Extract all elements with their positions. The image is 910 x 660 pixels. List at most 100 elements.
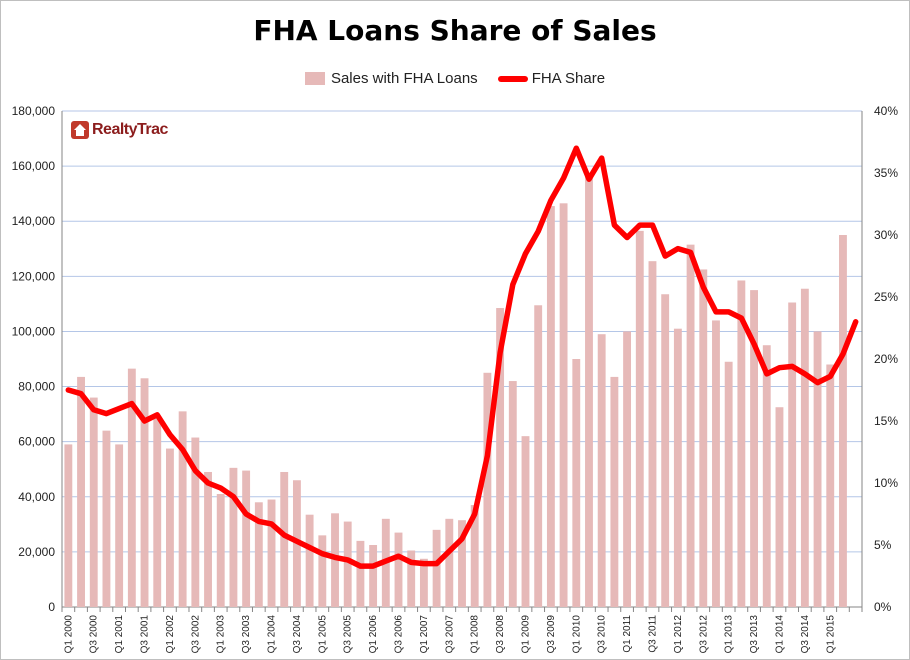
x-tick-label: Q1 2003 [216,615,227,654]
bar [572,359,581,607]
legend-item-line: FHA Share [497,70,606,87]
bar [204,471,212,607]
bar [813,331,822,607]
bar [166,448,174,607]
bar [686,244,695,607]
y-tick-label: 160,000 [12,159,56,173]
bar [597,334,606,607]
bar [712,320,720,607]
bar [559,203,568,608]
bar [534,305,543,607]
x-tick-label: Q3 2000 [89,615,100,654]
y2-tick-label: 5% [874,538,892,552]
legend-label-line: FHA Share [531,70,606,87]
bar [458,520,466,607]
y-tick-label: 60,000 [18,435,55,449]
x-tick-label: Q1 2013 [724,615,735,654]
bar [254,502,263,607]
bar [89,397,98,607]
y2-tick-label: 0% [874,600,892,614]
bar [356,540,365,607]
x-tick-label: Q3 2005 [343,615,354,654]
logo-text: RealtyTrac [92,121,168,138]
bar [216,494,225,607]
y-tick-label: 80,000 [18,380,55,394]
realtytrac-logo: RealtyTrac [71,121,168,139]
x-tick-label: Q1 2001 [114,615,125,654]
chart-title: FHA Loans Share of Sales [253,14,657,47]
bar [407,550,416,607]
bar [115,444,124,607]
bar [127,368,136,607]
bar [432,529,441,607]
x-tick-label: Q3 2002 [190,615,201,654]
y2-tick-label: 10% [874,476,898,490]
bar [623,331,632,607]
legend-swatch-line [497,75,528,82]
x-tick-label: Q3 2003 [241,615,252,654]
x-tick-label: Q3 2014 [800,615,811,654]
bar [483,372,492,607]
y2-tick-label: 15% [874,414,898,428]
bar [788,302,797,607]
y2-tick-label: 35% [874,166,898,180]
bar [470,505,479,607]
x-tick-label: Q1 2007 [419,615,430,654]
y-tick-label: 180,000 [12,104,56,118]
x-tick-label: Q3 2012 [698,615,709,654]
bar [724,361,733,607]
legend-swatch-bars [304,72,325,85]
x-tick-label: Q1 2015 [825,615,836,654]
bar [610,376,619,607]
bar [229,467,238,607]
x-tick-label: Q1 2002 [165,615,176,654]
bar [635,230,644,607]
x-tick-label: Q3 2013 [749,615,760,654]
bar [648,261,657,607]
y2-tick-label: 20% [874,352,898,366]
bar [153,416,162,607]
bar [343,521,352,607]
y2-tick-label: 30% [874,228,898,242]
bar [750,290,758,607]
x-tick-label: Q1 2000 [63,615,74,654]
x-tick-label: Q3 2008 [495,615,506,654]
legend-label-bars: Sales with FHA Loans [330,70,478,87]
x-tick-label: Q1 2005 [317,615,328,654]
bar [64,444,73,607]
y-tick-label: 0 [48,600,55,614]
bar [280,471,289,607]
x-tick-label: Q1 2012 [673,615,684,654]
y2-tick-label: 25% [874,290,898,304]
bar [77,376,85,607]
y-tick-label: 100,000 [12,324,56,338]
house-icon [71,121,89,139]
y2-tick-label: 40% [874,104,898,118]
bar [508,381,517,607]
bar [826,364,835,607]
bar [140,378,149,607]
x-tick-label: Q1 2008 [470,615,481,654]
bar [585,173,593,607]
legend: Sales with FHA Loans FHA Share [0,70,910,87]
y-tick-label: 140,000 [12,214,56,228]
bar [699,269,708,607]
x-tick-label: Q3 2001 [140,615,151,654]
bar [369,545,378,607]
bar [191,437,200,607]
bar [762,345,771,607]
y-tick-label: 20,000 [18,545,55,559]
bar [318,535,327,607]
x-tick-label: Q1 2009 [520,615,531,654]
bar [242,470,251,607]
x-tick-label: Q1 2004 [267,615,278,654]
x-tick-label: Q1 2010 [571,615,582,654]
bar [267,499,276,607]
bar [737,280,746,607]
bar [673,328,682,607]
fha-share-line [65,145,859,569]
bar [496,308,505,607]
x-tick-label: Q3 2004 [292,615,303,654]
bar [102,430,111,607]
